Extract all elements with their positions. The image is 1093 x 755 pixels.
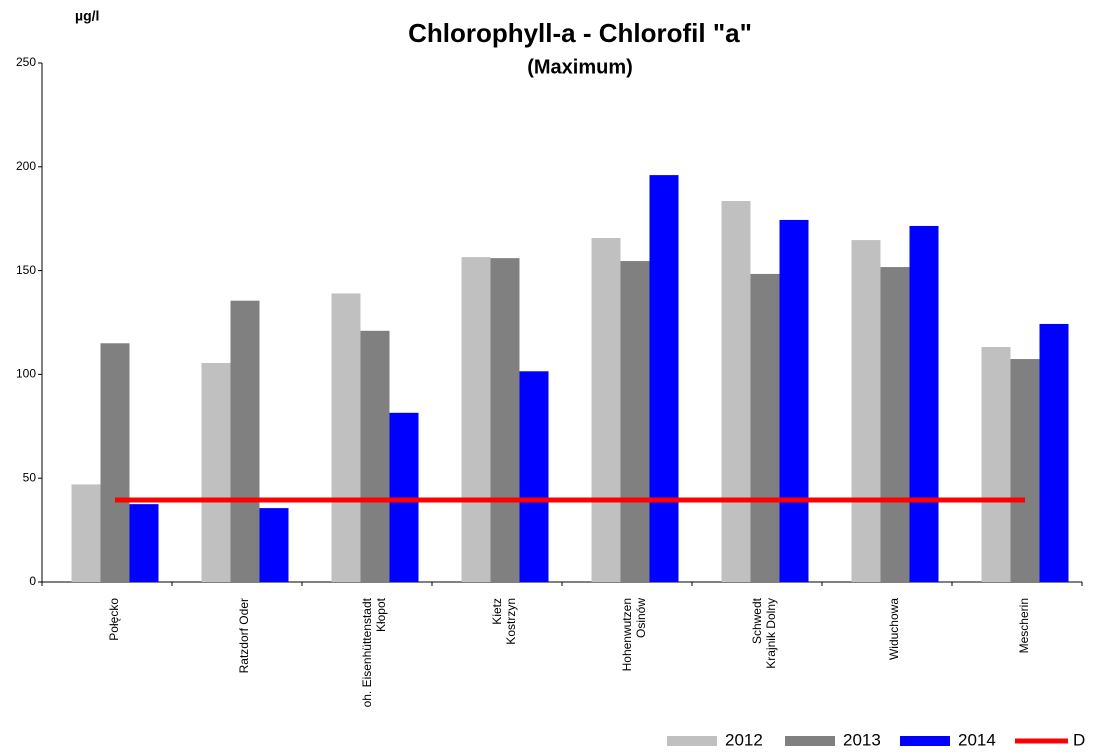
bar	[1010, 359, 1040, 582]
x-tick-label: Hohenwutzen	[620, 598, 634, 671]
legend-swatch	[667, 736, 717, 746]
legend-swatch	[900, 736, 950, 746]
bar	[591, 238, 621, 582]
bar	[620, 261, 650, 582]
bar	[851, 240, 881, 582]
y-tick-label: 150	[16, 263, 36, 277]
x-tick-label: Schwedt	[750, 597, 764, 644]
y-tick-label: 50	[23, 470, 37, 484]
bar	[721, 201, 751, 582]
bar	[71, 484, 101, 582]
bar	[461, 257, 491, 582]
x-tick-label: Ratzdorf Oder	[237, 598, 251, 673]
bar	[331, 293, 361, 582]
bar	[129, 504, 159, 582]
bar	[490, 258, 520, 582]
bar	[750, 273, 780, 582]
bar	[909, 225, 939, 582]
x-tick-label: oh. Eisenhüttenstadt	[360, 597, 374, 707]
bar	[360, 330, 390, 582]
legend-swatch	[785, 736, 835, 746]
legend-label: 2013	[843, 730, 881, 749]
chart-title: Chlorophyll-a - Chlorofil "a"	[408, 18, 752, 48]
chart-subtitle: (Maximum)	[527, 56, 633, 78]
bar	[779, 219, 809, 582]
legend-label: D	[1073, 730, 1085, 749]
bar	[230, 300, 260, 582]
legend-label: 2012	[725, 730, 763, 749]
x-tick-label: Kietz	[490, 598, 504, 625]
bar	[519, 371, 549, 582]
bar	[1039, 323, 1069, 582]
bar	[259, 508, 289, 582]
x-tick-label: Widuchowa	[887, 598, 901, 660]
bar	[389, 412, 419, 582]
bar	[981, 346, 1011, 582]
x-tick-label: Połęcko	[107, 598, 121, 641]
legend-label: 2014	[958, 730, 996, 749]
y-tick-label: 200	[16, 159, 36, 173]
bar	[100, 343, 130, 582]
x-tick-label: Kostrzyn	[504, 598, 518, 645]
y-tick-label: 100	[16, 367, 36, 381]
bar	[880, 267, 910, 582]
x-tick-label: Krajnik Dolny	[764, 598, 778, 669]
y-tick-label: 250	[16, 55, 36, 69]
y-tick-label: 0	[29, 574, 36, 588]
x-tick-label: Osinów	[634, 598, 648, 638]
x-tick-label: Mescherin	[1017, 598, 1031, 653]
x-tick-label: Kłopot	[374, 597, 388, 632]
bar	[201, 362, 231, 582]
bar	[649, 175, 679, 582]
y-axis-label: µg/l	[75, 8, 99, 24]
